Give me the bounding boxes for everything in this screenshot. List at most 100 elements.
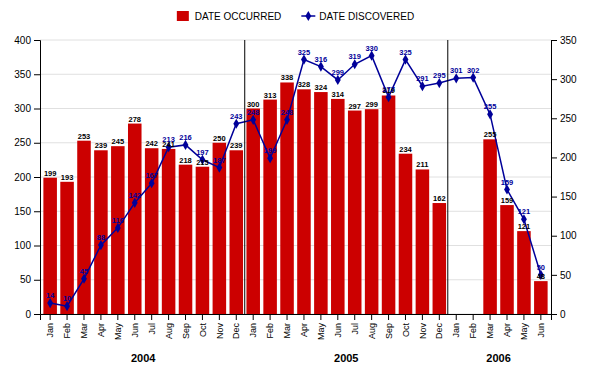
bar	[230, 150, 244, 314]
tick-label: Apr	[96, 323, 106, 337]
tick-label: Apr	[502, 323, 512, 337]
bar	[128, 124, 142, 314]
tick-mark	[388, 314, 389, 320]
tick-label: Mar	[485, 323, 495, 339]
data-label: 159	[501, 196, 514, 205]
tick-label: 150	[14, 206, 31, 217]
tick-mark	[34, 109, 40, 110]
tick-mark	[185, 314, 186, 320]
tick-mark	[551, 314, 557, 315]
y-axis: 050100150200250300350400	[14, 35, 40, 320]
tick: 200	[551, 152, 577, 163]
tick-label: 150	[560, 191, 577, 202]
tick-label: 350	[560, 35, 577, 46]
tick: 0	[25, 309, 40, 320]
bar	[145, 148, 159, 314]
tick-label: Jun	[333, 323, 343, 338]
year-separators	[245, 40, 448, 314]
axis-line	[41, 315, 552, 321]
tick-mark	[34, 74, 40, 75]
tick-mark	[405, 314, 406, 320]
bar	[111, 146, 125, 314]
tick-mark	[371, 314, 372, 320]
tick-label: Jan	[451, 323, 461, 338]
tick-label: Oct	[198, 323, 208, 338]
bar	[534, 281, 548, 314]
bar	[466, 314, 480, 315]
bar	[416, 169, 430, 314]
data-label: 302	[467, 66, 480, 75]
tick-mark	[551, 40, 557, 41]
tick-label: Dec	[434, 323, 444, 340]
tick: 300	[14, 103, 40, 114]
data-label: 50	[537, 263, 545, 272]
bar	[483, 139, 497, 314]
data-label: 245	[112, 137, 125, 146]
tick-label: 200	[560, 152, 577, 163]
data-label: 121	[518, 207, 531, 216]
tick-label: Oct	[401, 323, 411, 338]
tick-mark	[320, 314, 321, 320]
bar	[179, 165, 193, 314]
tick-mark	[490, 314, 491, 320]
tick: Oct	[401, 314, 411, 337]
data-label: 248	[247, 108, 260, 117]
data-label: 213	[162, 135, 175, 144]
tick: Jun	[130, 314, 140, 338]
bar	[162, 149, 176, 314]
tick-mark	[50, 314, 51, 320]
data-labels: 1991932532392452782422412182152502393003…	[44, 44, 545, 304]
tick-label: Sep	[181, 323, 191, 339]
tick-label: Feb	[468, 323, 478, 339]
tick-label: 0	[25, 309, 31, 320]
line-series	[47, 51, 544, 312]
axis-line	[34, 41, 41, 315]
tick: 100	[551, 230, 577, 241]
tick: Mar	[79, 314, 89, 339]
tick: 150	[14, 206, 40, 217]
tick-mark	[551, 275, 557, 276]
bar	[196, 167, 210, 314]
data-label: 187	[213, 156, 226, 165]
axis-line	[552, 41, 558, 315]
tick-mark	[236, 314, 237, 320]
bar	[399, 154, 413, 314]
tick-mark	[523, 314, 524, 320]
tick: Sep	[384, 314, 394, 339]
data-label: 250	[213, 134, 226, 143]
tick: 350	[14, 69, 40, 80]
tick-label: 50	[20, 274, 32, 285]
data-label: 248	[281, 108, 294, 117]
tick: Feb	[62, 314, 72, 339]
tick: Jan	[248, 314, 258, 338]
year-separator	[447, 40, 448, 314]
tick-mark	[151, 314, 152, 320]
data-label: 295	[433, 71, 446, 80]
tick-label: 400	[14, 35, 31, 46]
legend-item: DATE OCCURRED	[177, 11, 281, 22]
tick-label: 250	[560, 113, 577, 124]
tick-mark	[270, 314, 271, 320]
tick: Dec	[231, 314, 241, 339]
tick-mark	[219, 314, 220, 320]
tick: May	[113, 314, 123, 340]
grid-line	[40, 40, 551, 41]
bar	[382, 95, 396, 314]
tick-label: Jan	[248, 323, 258, 338]
data-label: 48	[537, 272, 545, 281]
tick: 250	[551, 113, 577, 124]
data-label: 324	[315, 83, 328, 92]
tick-label: 350	[14, 69, 31, 80]
data-label: 218	[179, 156, 192, 165]
data-label: 193	[61, 173, 74, 182]
tick: 300	[551, 74, 577, 85]
tick-mark	[34, 280, 40, 281]
bar	[348, 111, 362, 314]
tick-mark	[34, 246, 40, 247]
data-label: 299	[365, 100, 378, 109]
tick-label: Dec	[231, 323, 241, 340]
data-label: 316	[315, 55, 328, 64]
tick-mark	[117, 314, 118, 320]
bar	[517, 231, 531, 314]
data-label: 330	[365, 44, 378, 53]
